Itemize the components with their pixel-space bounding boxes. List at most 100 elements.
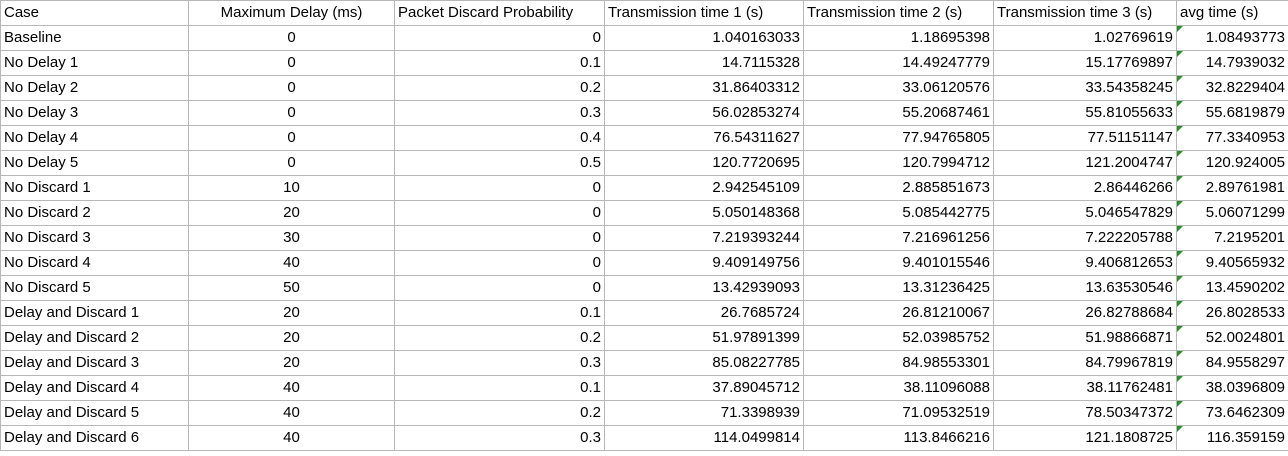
value-cell[interactable]: 56.02853274 bbox=[604, 100, 804, 126]
value-cell[interactable]: 0 bbox=[188, 100, 395, 126]
avg-time-cell[interactable]: 84.9558297 bbox=[1176, 350, 1288, 376]
avg-time-cell[interactable]: 55.6819879 bbox=[1176, 100, 1288, 126]
avg-time-cell[interactable]: 32.8229404 bbox=[1176, 75, 1288, 101]
case-name-cell[interactable]: Delay and Discard 5 bbox=[0, 400, 189, 426]
case-name-cell[interactable]: No Discard 3 bbox=[0, 225, 189, 251]
value-cell[interactable]: 121.2004747 bbox=[993, 150, 1177, 176]
value-cell[interactable]: 2.885851673 bbox=[803, 175, 994, 201]
value-cell[interactable]: 0.1 bbox=[394, 375, 605, 401]
value-cell[interactable]: 1.18695398 bbox=[803, 25, 994, 51]
value-cell[interactable]: 50 bbox=[188, 275, 395, 301]
case-name-cell[interactable]: No Delay 3 bbox=[0, 100, 189, 126]
value-cell[interactable]: 38.11096088 bbox=[803, 375, 994, 401]
value-cell[interactable]: 0.2 bbox=[394, 400, 605, 426]
value-cell[interactable]: 55.20687461 bbox=[803, 100, 994, 126]
value-cell[interactable]: 40 bbox=[188, 400, 395, 426]
value-cell[interactable]: 78.50347372 bbox=[993, 400, 1177, 426]
value-cell[interactable]: 0.3 bbox=[394, 425, 605, 451]
value-cell[interactable]: 33.54358245 bbox=[993, 75, 1177, 101]
value-cell[interactable]: 77.51151147 bbox=[993, 125, 1177, 151]
value-cell[interactable]: 10 bbox=[188, 175, 395, 201]
value-cell[interactable]: 7.216961256 bbox=[803, 225, 994, 251]
value-cell[interactable]: 121.1808725 bbox=[993, 425, 1177, 451]
value-cell[interactable]: 5.050148368 bbox=[604, 200, 804, 226]
value-cell[interactable]: 71.3398939 bbox=[604, 400, 804, 426]
value-cell[interactable]: 7.219393244 bbox=[604, 225, 804, 251]
value-cell[interactable]: 0.5 bbox=[394, 150, 605, 176]
value-cell[interactable]: 14.49247779 bbox=[803, 50, 994, 76]
avg-time-cell[interactable]: 38.0396809 bbox=[1176, 375, 1288, 401]
value-cell[interactable]: 26.82788684 bbox=[993, 300, 1177, 326]
value-cell[interactable]: 120.7994712 bbox=[803, 150, 994, 176]
value-cell[interactable]: 0.1 bbox=[394, 50, 605, 76]
value-cell[interactable]: 7.222205788 bbox=[993, 225, 1177, 251]
case-name-cell[interactable]: Delay and Discard 6 bbox=[0, 425, 189, 451]
avg-time-cell[interactable]: 5.06071299 bbox=[1176, 200, 1288, 226]
value-cell[interactable]: 0 bbox=[188, 50, 395, 76]
value-cell[interactable]: 0 bbox=[394, 250, 605, 276]
value-cell[interactable]: 40 bbox=[188, 425, 395, 451]
value-cell[interactable]: 13.63530546 bbox=[993, 275, 1177, 301]
case-name-cell[interactable]: Delay and Discard 2 bbox=[0, 325, 189, 351]
value-cell[interactable]: 26.7685724 bbox=[604, 300, 804, 326]
value-cell[interactable]: 13.42939093 bbox=[604, 275, 804, 301]
avg-time-cell[interactable]: 77.3340953 bbox=[1176, 125, 1288, 151]
value-cell[interactable]: 9.409149756 bbox=[604, 250, 804, 276]
column-header-cell[interactable]: avg time (s) bbox=[1176, 0, 1288, 26]
column-header-cell[interactable]: Case bbox=[0, 0, 189, 26]
value-cell[interactable]: 13.31236425 bbox=[803, 275, 994, 301]
value-cell[interactable]: 52.03985752 bbox=[803, 325, 994, 351]
value-cell[interactable]: 2.86446266 bbox=[993, 175, 1177, 201]
value-cell[interactable]: 76.54311627 bbox=[604, 125, 804, 151]
value-cell[interactable]: 77.94765805 bbox=[803, 125, 994, 151]
avg-time-cell[interactable]: 116.359159 bbox=[1176, 425, 1288, 451]
value-cell[interactable]: 120.7720695 bbox=[604, 150, 804, 176]
value-cell[interactable]: 0 bbox=[394, 175, 605, 201]
value-cell[interactable]: 15.17769897 bbox=[993, 50, 1177, 76]
value-cell[interactable]: 0.2 bbox=[394, 75, 605, 101]
value-cell[interactable]: 84.79967819 bbox=[993, 350, 1177, 376]
value-cell[interactable]: 0 bbox=[188, 75, 395, 101]
value-cell[interactable]: 0.3 bbox=[394, 100, 605, 126]
case-name-cell[interactable]: No Discard 4 bbox=[0, 250, 189, 276]
avg-time-cell[interactable]: 13.4590202 bbox=[1176, 275, 1288, 301]
value-cell[interactable]: 0.4 bbox=[394, 125, 605, 151]
value-cell[interactable]: 9.406812653 bbox=[993, 250, 1177, 276]
value-cell[interactable]: 114.0499814 bbox=[604, 425, 804, 451]
avg-time-cell[interactable]: 52.0024801 bbox=[1176, 325, 1288, 351]
value-cell[interactable]: 71.09532519 bbox=[803, 400, 994, 426]
case-name-cell[interactable]: Delay and Discard 3 bbox=[0, 350, 189, 376]
value-cell[interactable]: 14.7115328 bbox=[604, 50, 804, 76]
value-cell[interactable]: 85.08227785 bbox=[604, 350, 804, 376]
value-cell[interactable]: 20 bbox=[188, 325, 395, 351]
value-cell[interactable]: 20 bbox=[188, 300, 395, 326]
value-cell[interactable]: 1.040163033 bbox=[604, 25, 804, 51]
value-cell[interactable]: 5.085442775 bbox=[803, 200, 994, 226]
avg-time-cell[interactable]: 14.7939032 bbox=[1176, 50, 1288, 76]
value-cell[interactable]: 31.86403312 bbox=[604, 75, 804, 101]
avg-time-cell[interactable]: 7.2195201 bbox=[1176, 225, 1288, 251]
value-cell[interactable]: 40 bbox=[188, 375, 395, 401]
value-cell[interactable]: 37.89045712 bbox=[604, 375, 804, 401]
value-cell[interactable]: 0 bbox=[188, 150, 395, 176]
value-cell[interactable]: 113.8466216 bbox=[803, 425, 994, 451]
value-cell[interactable]: 40 bbox=[188, 250, 395, 276]
avg-time-cell[interactable]: 120.924005 bbox=[1176, 150, 1288, 176]
value-cell[interactable]: 9.401015546 bbox=[803, 250, 994, 276]
value-cell[interactable]: 0.2 bbox=[394, 325, 605, 351]
avg-time-cell[interactable]: 73.6462309 bbox=[1176, 400, 1288, 426]
column-header-cell[interactable]: Packet Discard Probability bbox=[394, 0, 605, 26]
column-header-cell[interactable]: Transmission time 1 (s) bbox=[604, 0, 804, 26]
value-cell[interactable]: 30 bbox=[188, 225, 395, 251]
case-name-cell[interactable]: No Delay 4 bbox=[0, 125, 189, 151]
value-cell[interactable]: 0 bbox=[394, 275, 605, 301]
case-name-cell[interactable]: No Delay 1 bbox=[0, 50, 189, 76]
value-cell[interactable]: 20 bbox=[188, 200, 395, 226]
case-name-cell[interactable]: No Discard 2 bbox=[0, 200, 189, 226]
avg-time-cell[interactable]: 2.89761981 bbox=[1176, 175, 1288, 201]
case-name-cell[interactable]: No Delay 5 bbox=[0, 150, 189, 176]
column-header-cell[interactable]: Transmission time 3 (s) bbox=[993, 0, 1177, 26]
column-header-cell[interactable]: Maximum Delay (ms) bbox=[188, 0, 395, 26]
value-cell[interactable]: 51.98866871 bbox=[993, 325, 1177, 351]
case-name-cell[interactable]: Delay and Discard 1 bbox=[0, 300, 189, 326]
